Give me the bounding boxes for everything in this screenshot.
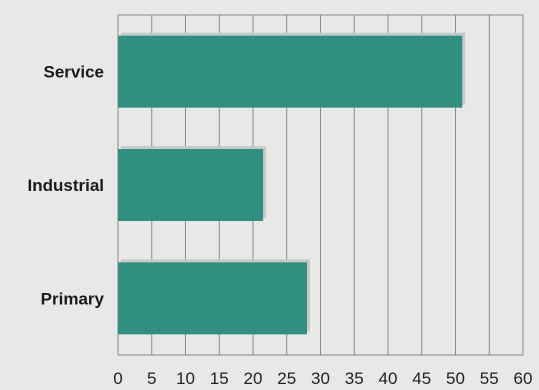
x-tick-label: 25	[277, 369, 296, 388]
x-tick-label: 15	[210, 369, 229, 388]
category-labels: Service Industrial Primary	[27, 63, 104, 309]
x-tick-label: 30	[311, 369, 330, 388]
x-tick-label: 20	[244, 369, 263, 388]
category-label-service: Service	[44, 63, 105, 82]
bar-service	[118, 35, 463, 108]
x-tick-label: 55	[480, 369, 499, 388]
x-tick-label: 45	[412, 369, 431, 388]
bar-layer	[118, 32, 466, 335]
x-axis-tick-labels: 0 5 10 15 20 25 30 35 40 45 50 55 60	[113, 369, 532, 388]
x-tick-label: 40	[379, 369, 398, 388]
category-label-primary: Primary	[41, 289, 105, 308]
category-label-industrial: Industrial	[27, 176, 104, 195]
x-tick-label: 10	[176, 369, 195, 388]
bar-primary	[118, 262, 307, 335]
x-tick-label: 35	[345, 369, 364, 388]
bar-industrial	[118, 149, 264, 221]
x-tick-label: 5	[147, 369, 156, 388]
x-tick-label: 0	[113, 369, 122, 388]
x-tick-label: 60	[514, 369, 533, 388]
x-tick-label: 50	[446, 369, 465, 388]
